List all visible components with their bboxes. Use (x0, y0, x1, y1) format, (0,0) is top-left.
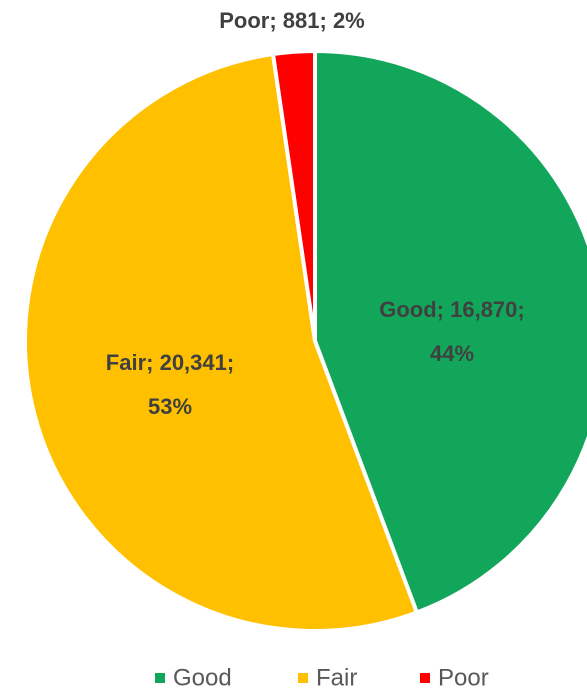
data-label: 53% (148, 394, 192, 419)
pie-slice (270, 48, 317, 342)
pie-slice (23, 51, 420, 633)
legend-marker (420, 673, 430, 683)
data-label: Fair; 20,341; (106, 350, 234, 375)
legend-marker (298, 673, 308, 683)
legend-label: Fair (316, 664, 357, 691)
legend-label: Good (173, 664, 232, 691)
pie-slice (313, 48, 587, 616)
data-label: 44% (430, 341, 474, 366)
data-label: Good; 16,870; (379, 297, 524, 322)
legend-label: Poor (438, 664, 489, 691)
legend-marker (155, 673, 165, 683)
data-label: Poor; 881; 2% (219, 8, 365, 33)
